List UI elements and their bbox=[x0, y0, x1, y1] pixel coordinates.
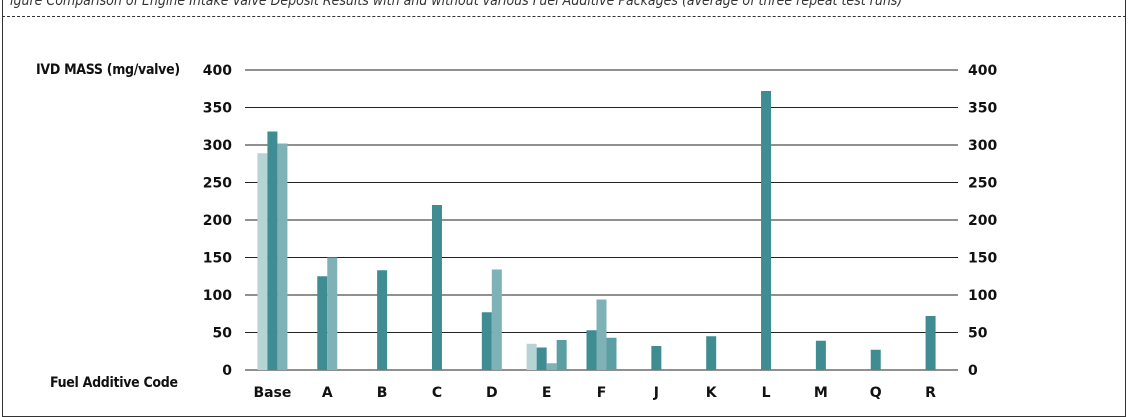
y-tick-label-left: 200 bbox=[203, 213, 232, 229]
y-tick-label-right: 300 bbox=[968, 138, 997, 154]
bar bbox=[761, 91, 772, 370]
bar bbox=[546, 363, 557, 370]
x-tick-label: Base bbox=[253, 385, 291, 401]
x-tick-label: M bbox=[814, 385, 828, 401]
x-tick-label: Q bbox=[870, 385, 882, 401]
bar bbox=[815, 340, 826, 370]
bar bbox=[377, 270, 388, 370]
bar bbox=[556, 340, 567, 370]
bar bbox=[267, 131, 278, 370]
figure-caption: igure Comparison of Engine Intake Valve … bbox=[10, 0, 903, 9]
bar bbox=[491, 269, 502, 370]
y-tick-label-left: 50 bbox=[213, 326, 233, 342]
y-tick-label-right: 50 bbox=[968, 326, 988, 342]
bar bbox=[327, 257, 338, 370]
y-tick-label-left: 0 bbox=[222, 363, 232, 379]
bar bbox=[596, 299, 607, 370]
caption-rule bbox=[2, 16, 1126, 17]
y-tick-label-right: 350 bbox=[968, 101, 997, 117]
y-tick-label-left: 250 bbox=[203, 176, 232, 192]
y-tick-label-left: 100 bbox=[203, 288, 232, 304]
y-tick-label-right: 100 bbox=[968, 288, 997, 304]
y-axis-label: IVD MASS (mg/valve) bbox=[36, 62, 180, 78]
y-tick-label-left: 350 bbox=[203, 101, 232, 117]
bar bbox=[257, 153, 268, 370]
bar bbox=[606, 337, 617, 370]
x-tick-label: L bbox=[762, 385, 771, 401]
x-tick-label: E bbox=[542, 385, 552, 401]
bar bbox=[431, 205, 442, 370]
x-tick-label: A bbox=[322, 385, 333, 401]
y-tick-label-right: 250 bbox=[968, 176, 997, 192]
y-tick-label-left: 150 bbox=[203, 251, 232, 267]
bar bbox=[526, 343, 537, 370]
bar bbox=[481, 312, 492, 370]
x-tick-label: K bbox=[706, 385, 718, 401]
y-tick-label-left: 400 bbox=[203, 63, 232, 79]
bar bbox=[317, 276, 328, 370]
bar bbox=[586, 330, 597, 370]
y-tick-label-right: 150 bbox=[968, 251, 997, 267]
bar bbox=[870, 349, 881, 370]
x-axis-label: Fuel Additive Code bbox=[50, 375, 178, 391]
y-tick-label-left: 300 bbox=[203, 138, 232, 154]
y-tick-label-right: 400 bbox=[968, 63, 997, 79]
bar bbox=[277, 143, 288, 370]
y-tick-label-right: 0 bbox=[968, 363, 978, 379]
y-tick-label-right: 200 bbox=[968, 213, 997, 229]
x-tick-label: F bbox=[597, 385, 607, 401]
bar bbox=[925, 316, 936, 370]
x-tick-label: C bbox=[432, 385, 442, 401]
x-tick-label: B bbox=[377, 385, 388, 401]
x-tick-label: R bbox=[925, 385, 936, 401]
bar bbox=[706, 336, 717, 370]
x-tick-label: D bbox=[486, 385, 498, 401]
bar bbox=[651, 346, 662, 370]
x-tick-label: J bbox=[653, 385, 659, 401]
bar bbox=[536, 347, 547, 370]
